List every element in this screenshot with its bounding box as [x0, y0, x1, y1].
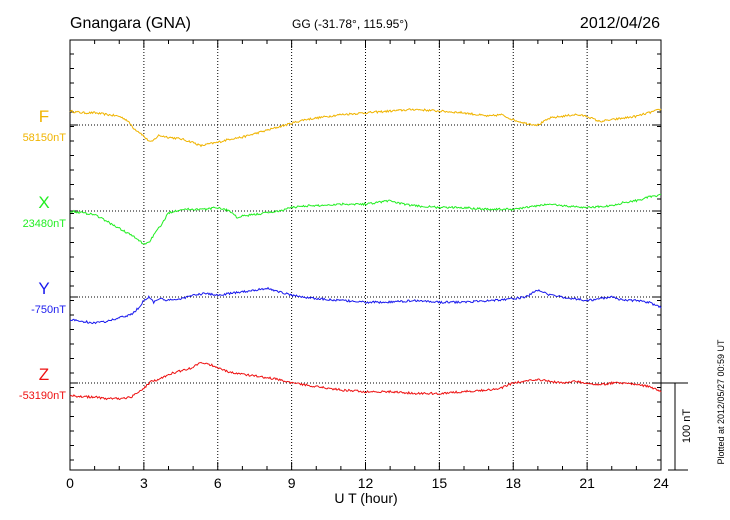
- series-baseline-f: 58150nT: [23, 132, 67, 144]
- series-labels: F 58150nT X 23480nT Y -750nT Z -53190nT: [19, 107, 66, 402]
- x-tick-label: 15: [432, 475, 448, 491]
- axis-ticks: 0 3 6 9 12 15 18 21 24: [66, 40, 669, 491]
- series-baseline-z: -53190nT: [19, 390, 66, 402]
- x-tick-label: 3: [140, 475, 148, 491]
- station-coords: GG (-31.78°, 115.95°): [292, 17, 408, 31]
- x-tick-label: 24: [653, 475, 669, 491]
- plotted-note: Plotted at 2012/05/27 00:59 UT: [716, 339, 726, 465]
- series-name-x: X: [38, 193, 49, 212]
- x-tick-label: 0: [66, 475, 74, 491]
- x-tick-label: 6: [214, 475, 222, 491]
- plot-frame: [69, 39, 662, 471]
- series-line-f: [69, 108, 662, 148]
- x-tick-label: 18: [505, 475, 521, 491]
- x-tick-label: 12: [358, 475, 374, 491]
- series-name-z: Z: [39, 365, 49, 384]
- series-baseline-x: 23480nT: [23, 218, 67, 230]
- x-axis-label: U T (hour): [334, 490, 397, 506]
- series-line-x: [69, 193, 661, 245]
- series-name-y: Y: [38, 279, 49, 298]
- x-tick-label: 9: [288, 475, 296, 491]
- scale-bar: 100 nT: [661, 382, 693, 471]
- series-line-z: [69, 361, 662, 401]
- series-baseline-y: -750nT: [31, 304, 66, 316]
- series-name-f: F: [39, 107, 49, 126]
- series-group: [69, 108, 662, 401]
- station-title: Gnangara (GNA): [70, 15, 191, 32]
- date-label: 2012/04/26: [580, 15, 660, 32]
- x-tick-label: 21: [579, 475, 595, 491]
- scale-bar-label: 100 nT: [681, 409, 693, 444]
- series-line-y: [69, 286, 662, 325]
- grid: [70, 40, 661, 470]
